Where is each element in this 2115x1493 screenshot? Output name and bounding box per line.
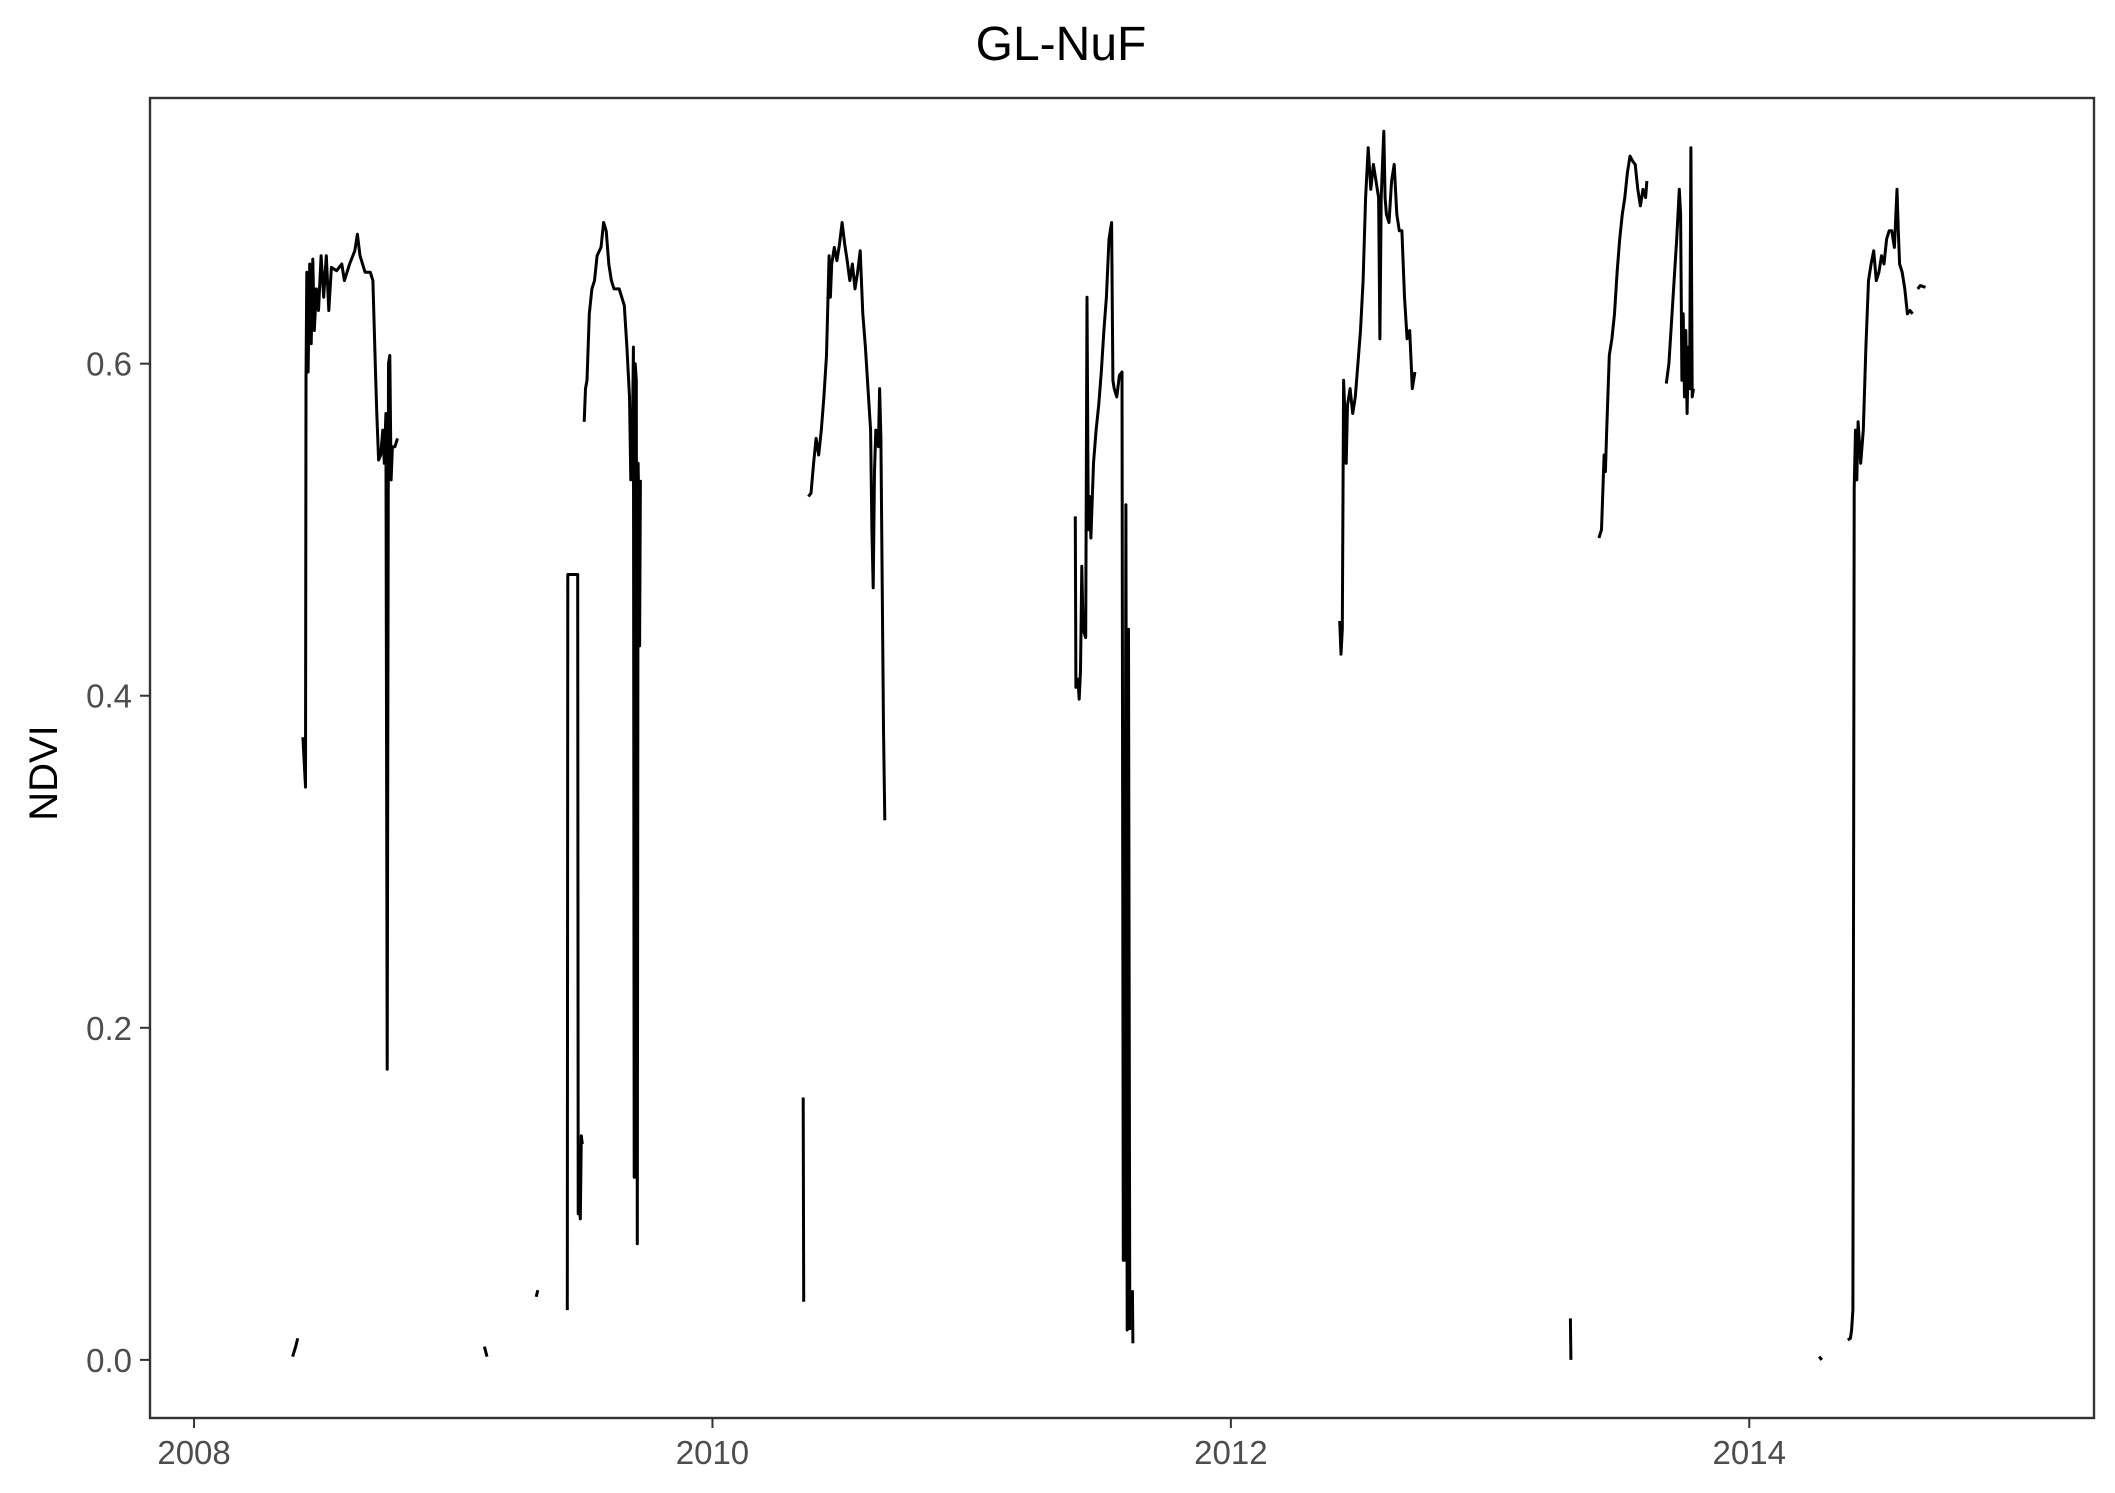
x-tick-label: 2012 [1194,1434,1267,1471]
ndvi-line-segment [1664,146,1695,415]
y-tick-label: 0.2 [86,1010,132,1047]
x-tick-label: 2014 [1713,1434,1786,1471]
ndvi-line-segment [1916,284,1926,290]
y-tick-label: 0.6 [86,346,132,383]
ndvi-line-segment [565,573,584,1311]
ndvi-line-segment [291,1337,300,1358]
ndvi-line-segment [482,1346,489,1357]
y-axis-label: NDVI [22,725,66,821]
ndvi-line-segment [1338,129,1417,656]
y-axis: 0.0 0.2 0.4 0.6 [86,346,150,1379]
ndvi-line-segment [1818,1355,1823,1361]
ndvi-line-segment [1130,1290,1135,1344]
ndvi-line-segment [1846,187,1914,1342]
ndvi-line-segment [801,1097,806,1302]
chart-title: GL-NuF [976,18,1147,71]
ndvi-line-segment [1597,154,1649,539]
x-tick-label: 2010 [676,1434,749,1471]
ndvi-line-segment [1568,1318,1573,1360]
series-layer [291,129,1926,1361]
y-tick-label: 0.0 [86,1342,132,1379]
ndvi-line-segment [1073,221,1132,1332]
ndvi-line-segment [301,232,399,1071]
ndvi-line-segment [582,221,642,1246]
x-tick-label: 2008 [157,1434,230,1471]
ndvi-line-segment [534,1289,540,1298]
y-tick-label: 0.4 [86,678,132,715]
x-axis: 2008 2010 2012 2014 [157,1418,1786,1471]
ndvi-line-segment [807,221,887,821]
